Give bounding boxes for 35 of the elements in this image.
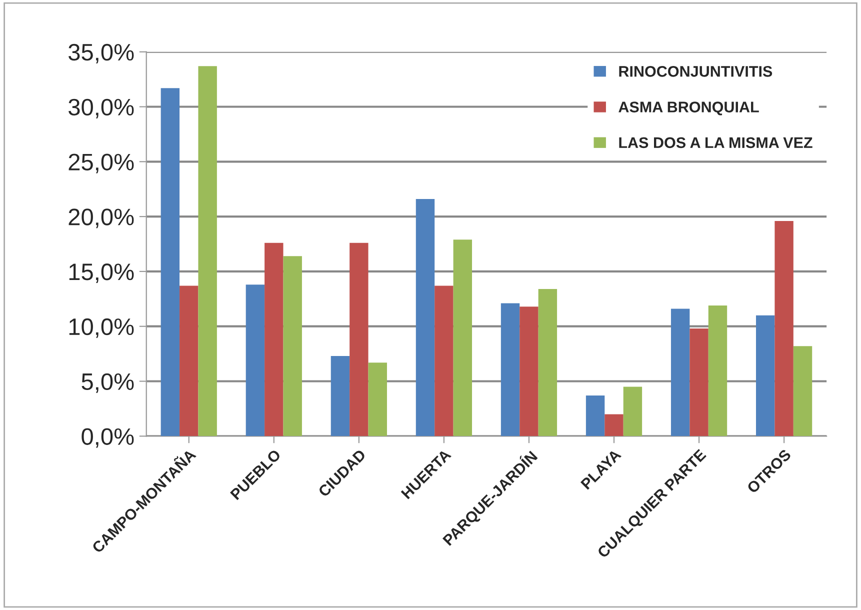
bar bbox=[368, 362, 387, 436]
y-tick-label: 5,0% bbox=[82, 373, 134, 393]
legend-label: RINOCONJUNTIVITIS bbox=[619, 66, 772, 77]
bar bbox=[283, 256, 302, 436]
legend-label: LAS DOS A LA MISMA VEZ bbox=[619, 137, 812, 148]
bar bbox=[604, 414, 624, 436]
bar bbox=[453, 240, 472, 436]
bar bbox=[538, 289, 558, 436]
y-tick-label: 20,0% bbox=[68, 208, 134, 228]
bar bbox=[434, 286, 454, 436]
bar bbox=[500, 303, 520, 436]
bar bbox=[690, 328, 708, 436]
bar bbox=[756, 315, 775, 436]
legend-label: ASMA BRONQUIAL bbox=[618, 102, 759, 116]
bar bbox=[264, 242, 284, 436]
bar bbox=[350, 242, 368, 436]
y-tick-label: 15,0% bbox=[69, 264, 134, 284]
bar bbox=[198, 66, 217, 436]
bar bbox=[180, 286, 198, 436]
bar bbox=[586, 396, 605, 436]
bar bbox=[520, 306, 538, 436]
bar bbox=[774, 220, 794, 436]
bar bbox=[670, 308, 690, 436]
bar bbox=[160, 88, 180, 436]
bar bbox=[330, 356, 350, 436]
y-tick-label: 10,0% bbox=[69, 318, 134, 338]
y-tick-label: 0,0% bbox=[82, 428, 134, 448]
bar bbox=[246, 284, 265, 436]
y-tick-label: 25,0% bbox=[68, 154, 134, 174]
bar bbox=[416, 198, 435, 436]
bar bbox=[623, 386, 642, 436]
y-tick-label: 35,0% bbox=[68, 44, 134, 64]
bar bbox=[708, 305, 728, 436]
bar bbox=[793, 346, 812, 436]
y-tick-label: 30,0% bbox=[68, 98, 134, 118]
